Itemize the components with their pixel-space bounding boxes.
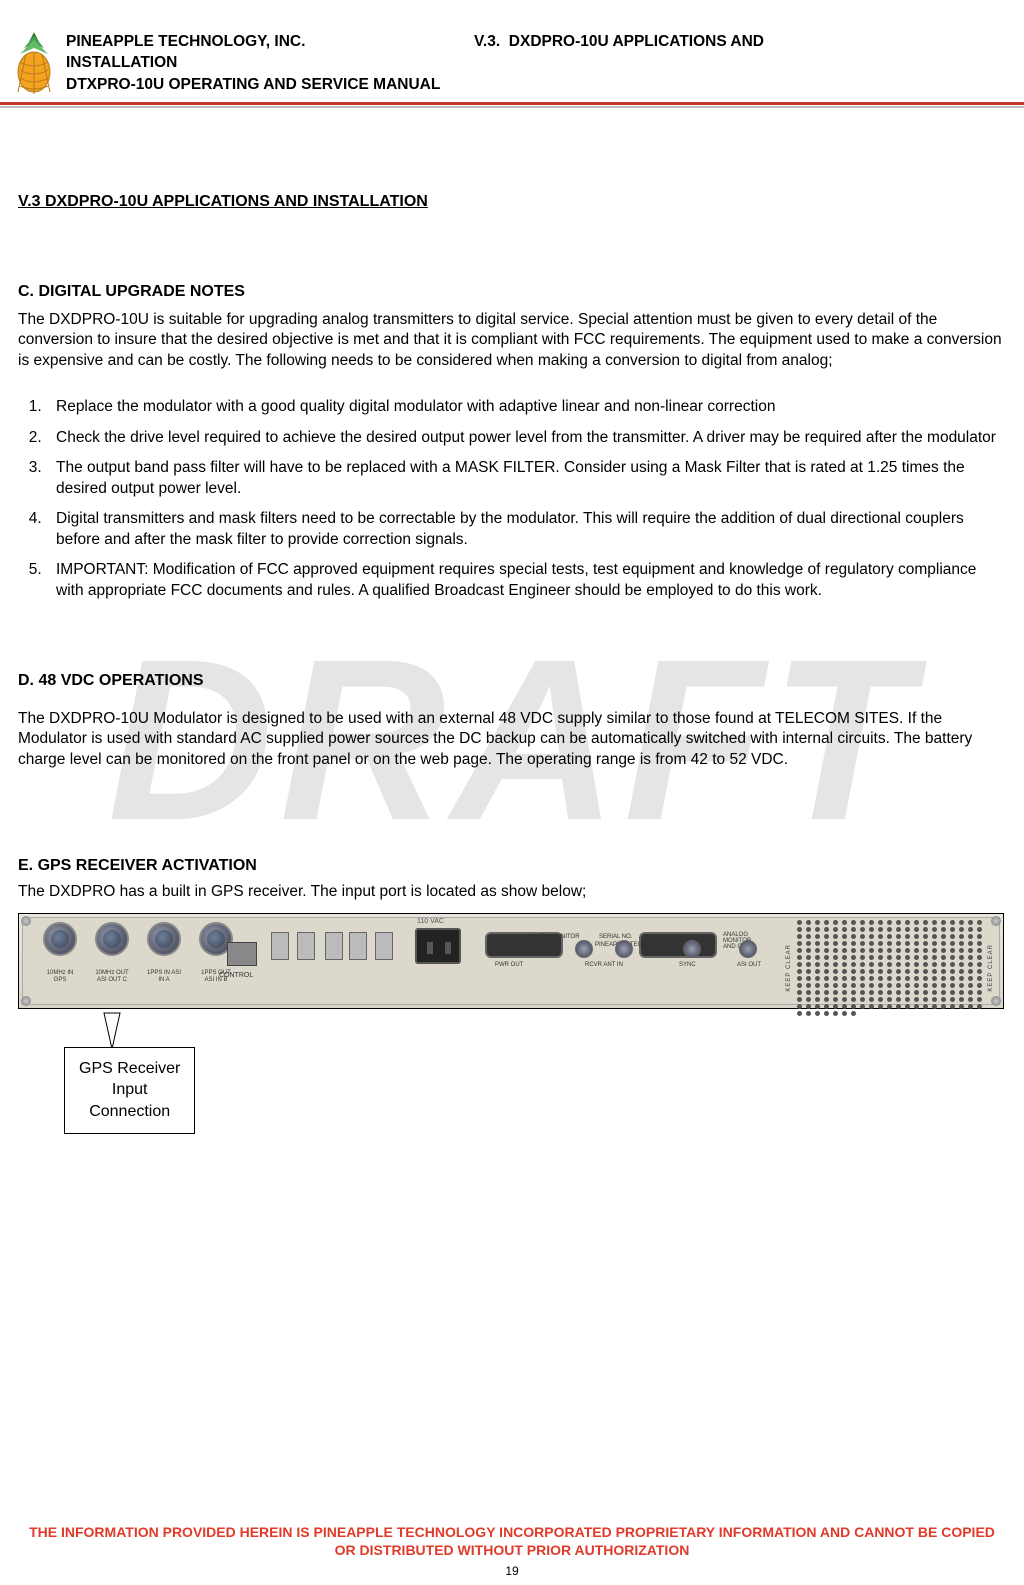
content-body: V.3 DXDPRO-10U APPLICATIONS AND INSTALLA… xyxy=(0,192,1024,1143)
para-d: The DXDPRO-10U Modulator is designed to … xyxy=(18,709,1006,770)
pineapple-logo xyxy=(8,30,60,96)
callout-text: GPS Receiver Input Connection xyxy=(79,1060,180,1120)
page-number: 19 xyxy=(0,1564,1024,1579)
heading-d: D. 48 VDC OPERATIONS xyxy=(18,671,1006,691)
list-item: Replace the modulator with a good qualit… xyxy=(46,397,1006,417)
small-connector xyxy=(297,932,315,960)
bnc-connector xyxy=(95,922,129,956)
list-item: Digital transmitters and mask filters ne… xyxy=(46,509,1006,550)
list-item: IMPORTANT: Modification of FCC approved … xyxy=(46,560,1006,601)
heading-c: C. DIGITAL UPGRADE NOTES xyxy=(18,282,1006,302)
iec-label: 110 VAC xyxy=(417,918,444,927)
para-e: The DXDPRO has a built in GPS receiver. … xyxy=(18,882,1006,902)
heading-e: E. GPS RECEIVER ACTIVATION xyxy=(18,856,1006,876)
bnc-connector xyxy=(147,922,181,956)
bnc-small xyxy=(739,940,757,958)
rear-panel-figure: 10MHz IN GPS 10MHz OUT ASI OUT C 1PPS IN… xyxy=(18,913,1006,1143)
bnc-small xyxy=(615,940,633,958)
control-label: CONTROL xyxy=(219,972,253,981)
small-connector xyxy=(325,932,343,960)
digital-upgrade-list: Replace the modulator with a good qualit… xyxy=(46,397,1006,601)
list-item: The output band pass filter will have to… xyxy=(46,458,1006,499)
company-name: PINEAPPLE TECHNOLOGY, INC. xyxy=(66,32,305,51)
chapter-ref: V.3. DXDPRO-10U APPLICATIONS AND xyxy=(474,32,1024,51)
bnc-small xyxy=(683,940,701,958)
para-c: The DXDPRO-10U is suitable for upgrading… xyxy=(18,310,1006,371)
small-connector xyxy=(349,932,367,960)
bnc-connector xyxy=(43,922,77,956)
small-connector xyxy=(271,932,289,960)
section-heading: V.3 DXDPRO-10U APPLICATIONS AND INSTALLA… xyxy=(18,192,1006,212)
vent-holes xyxy=(797,920,983,1002)
small-connector xyxy=(375,932,393,960)
rj45-port xyxy=(227,942,257,966)
callout-box: GPS Receiver Input Connection xyxy=(64,1047,195,1134)
list-item: Check the drive level required to achiev… xyxy=(46,428,1006,448)
rear-panel: 10MHz IN GPS 10MHz OUT ASI OUT C 1PPS IN… xyxy=(18,913,1004,1009)
page-header: PINEAPPLE TECHNOLOGY, INC. V.3. DXDPRO-1… xyxy=(0,0,1024,96)
header-line3: DTXPRO-10U OPERATING AND SERVICE MANUAL xyxy=(66,75,1024,94)
proprietary-footer: THE INFORMATION PROVIDED HEREIN IS PINEA… xyxy=(18,1523,1006,1559)
bnc-small xyxy=(575,940,593,958)
header-line2: INSTALLATION xyxy=(66,53,1024,72)
header-rule xyxy=(0,102,1024,108)
iec-inlet xyxy=(415,928,461,964)
